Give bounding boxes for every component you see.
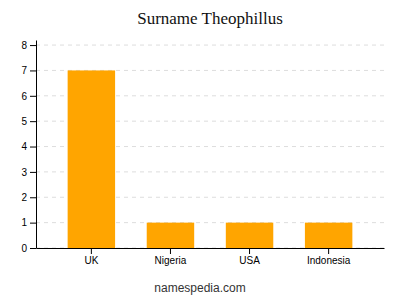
x-tick: USA: [239, 248, 260, 266]
y-tick-mark: [30, 96, 36, 97]
y-tick: 7: [21, 65, 36, 76]
y-tick-mark: [30, 172, 36, 173]
x-tick: Nigeria: [155, 248, 187, 266]
x-tick-mark: [91, 248, 92, 254]
y-tick-mark: [30, 223, 36, 224]
x-tick-mark: [170, 248, 171, 254]
y-tick: 6: [21, 91, 36, 102]
x-tick-mark: [328, 248, 329, 254]
x-axis-line: [37, 248, 385, 249]
y-tick: 1: [21, 217, 36, 228]
chart-svg: 0 1 2 3 4 5 6 7 8 UK Nigeria USA Indonesia Surname Th…: [0, 0, 400, 300]
y-tick-label: 1: [21, 217, 27, 228]
bars: [68, 70, 353, 248]
y-tick-mark: [30, 248, 36, 249]
x-tick-label: UK: [84, 255, 98, 266]
x-tick-label: USA: [239, 255, 260, 266]
y-tick-label: 0: [21, 243, 27, 254]
y-tick-mark: [30, 70, 36, 71]
y-axis-line: [36, 41, 37, 249]
grid: [36, 45, 384, 248]
y-tick-label: 7: [21, 65, 27, 76]
bar: [305, 223, 352, 248]
x-tick-label: Indonesia: [307, 255, 351, 266]
y-tick-mark: [30, 197, 36, 198]
y-tick-mark: [30, 147, 36, 148]
title: Surname Theophillus: [137, 9, 283, 28]
y-tick: 4: [21, 141, 36, 152]
y-tick-mark: [30, 121, 36, 122]
y-tick: 5: [21, 116, 36, 127]
y-tick: 2: [21, 192, 36, 203]
y-tick: 8: [21, 40, 36, 51]
y-tick: 0: [21, 243, 36, 254]
y-tick-mark: [30, 45, 36, 46]
y-tick-label: 8: [21, 40, 27, 51]
y-tick-label: 3: [21, 167, 27, 178]
y-tick-label: 4: [21, 141, 27, 152]
y-axis: 0 1 2 3 4 5 6 7 8: [21, 40, 36, 254]
y-tick-label: 5: [21, 116, 27, 127]
x-tick-mark: [249, 248, 250, 254]
x-tick-label: Nigeria: [155, 255, 187, 266]
y-tick: 3: [21, 167, 36, 178]
annotation: namespedia.com: [154, 281, 245, 295]
y-tick-label: 6: [21, 91, 27, 102]
chart-container: 0 1 2 3 4 5 6 7 8 UK Nigeria USA Indonesia Surname Th…: [0, 0, 400, 300]
x-tick: Indonesia: [307, 248, 351, 266]
x-axis: UK Nigeria USA Indonesia: [37, 248, 385, 266]
bar: [68, 70, 115, 248]
x-tick: UK: [84, 248, 98, 266]
grid-line: [36, 45, 384, 46]
bar: [226, 223, 273, 248]
plot-area: 0 1 2 3 4 5 6 7 8 UK Nigeria USA Indonesia: [21, 40, 384, 266]
y-tick-label: 2: [21, 192, 27, 203]
bar: [147, 223, 194, 248]
